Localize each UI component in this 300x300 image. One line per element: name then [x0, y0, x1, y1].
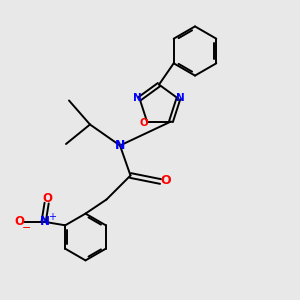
Text: +: +: [48, 212, 56, 222]
Text: O: O: [160, 174, 171, 188]
Text: N: N: [176, 93, 185, 103]
Text: N: N: [133, 93, 142, 103]
Text: O: O: [140, 118, 148, 128]
Text: O: O: [42, 192, 52, 205]
Text: N: N: [115, 139, 125, 152]
Text: O: O: [15, 215, 25, 228]
Text: −: −: [22, 223, 32, 233]
Text: N: N: [40, 215, 50, 228]
